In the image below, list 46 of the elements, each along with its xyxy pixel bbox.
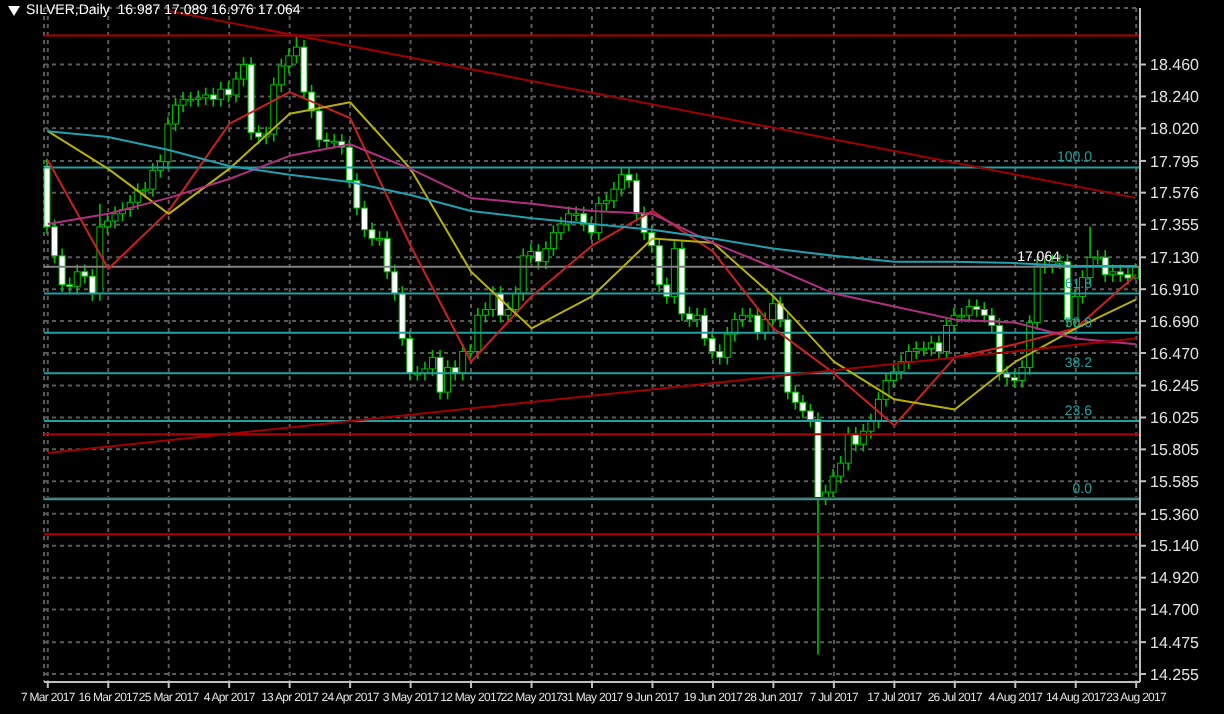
candlestick bbox=[194, 89, 202, 108]
y-tick-label: 15.805 bbox=[1150, 441, 1201, 460]
y-tick-label: 16.690 bbox=[1150, 312, 1201, 331]
candlestick bbox=[81, 263, 89, 285]
candlestick bbox=[844, 426, 852, 472]
candlestick bbox=[754, 307, 762, 341]
line-series bbox=[46, 143, 1138, 346]
y-tick-label: 17.795 bbox=[1150, 152, 1201, 171]
candlestick bbox=[134, 182, 142, 211]
candlestick bbox=[436, 349, 444, 401]
candlestick bbox=[217, 81, 225, 108]
y-tick-label: 18.020 bbox=[1150, 119, 1201, 138]
candlestick bbox=[980, 301, 988, 324]
candlestick bbox=[746, 307, 754, 324]
y-tick-label: 14.920 bbox=[1150, 569, 1201, 588]
y-tick-label: 17.130 bbox=[1150, 248, 1201, 267]
candlestick bbox=[224, 81, 232, 104]
candlestick bbox=[965, 298, 973, 324]
y-tick-label: 15.360 bbox=[1150, 505, 1201, 524]
y-tick-label: 17.355 bbox=[1150, 216, 1201, 235]
y-tick-label: 15.585 bbox=[1150, 472, 1201, 491]
candlestick bbox=[927, 334, 935, 357]
candlestick bbox=[209, 86, 217, 108]
y-tick-label: 18.460 bbox=[1150, 56, 1201, 75]
y-tick-label: 14.255 bbox=[1150, 665, 1201, 684]
y-tick-label: 14.700 bbox=[1150, 601, 1201, 620]
candlestick bbox=[973, 298, 981, 318]
y-tick-label: 16.910 bbox=[1150, 280, 1201, 299]
candlestick bbox=[489, 285, 497, 318]
candlestick bbox=[920, 340, 928, 357]
y-tick-label: 14.475 bbox=[1150, 633, 1201, 652]
candlestick bbox=[73, 263, 81, 295]
y-tick-label: 16.245 bbox=[1150, 377, 1201, 396]
candlestick bbox=[149, 162, 157, 198]
candlestick bbox=[474, 307, 482, 360]
candlestick bbox=[912, 340, 920, 360]
y-tick-label: 16.025 bbox=[1150, 409, 1201, 428]
y-tick-label: 15.140 bbox=[1150, 537, 1201, 556]
y-tick-label: 17.576 bbox=[1150, 184, 1201, 203]
candlestick bbox=[444, 359, 452, 401]
y-tick-label: 18.240 bbox=[1150, 88, 1201, 107]
candlestick bbox=[519, 247, 527, 302]
candlestick bbox=[534, 243, 542, 270]
y-tick-label: 16.470 bbox=[1150, 344, 1201, 363]
candlestick bbox=[459, 343, 467, 382]
candlestick bbox=[111, 205, 119, 230]
